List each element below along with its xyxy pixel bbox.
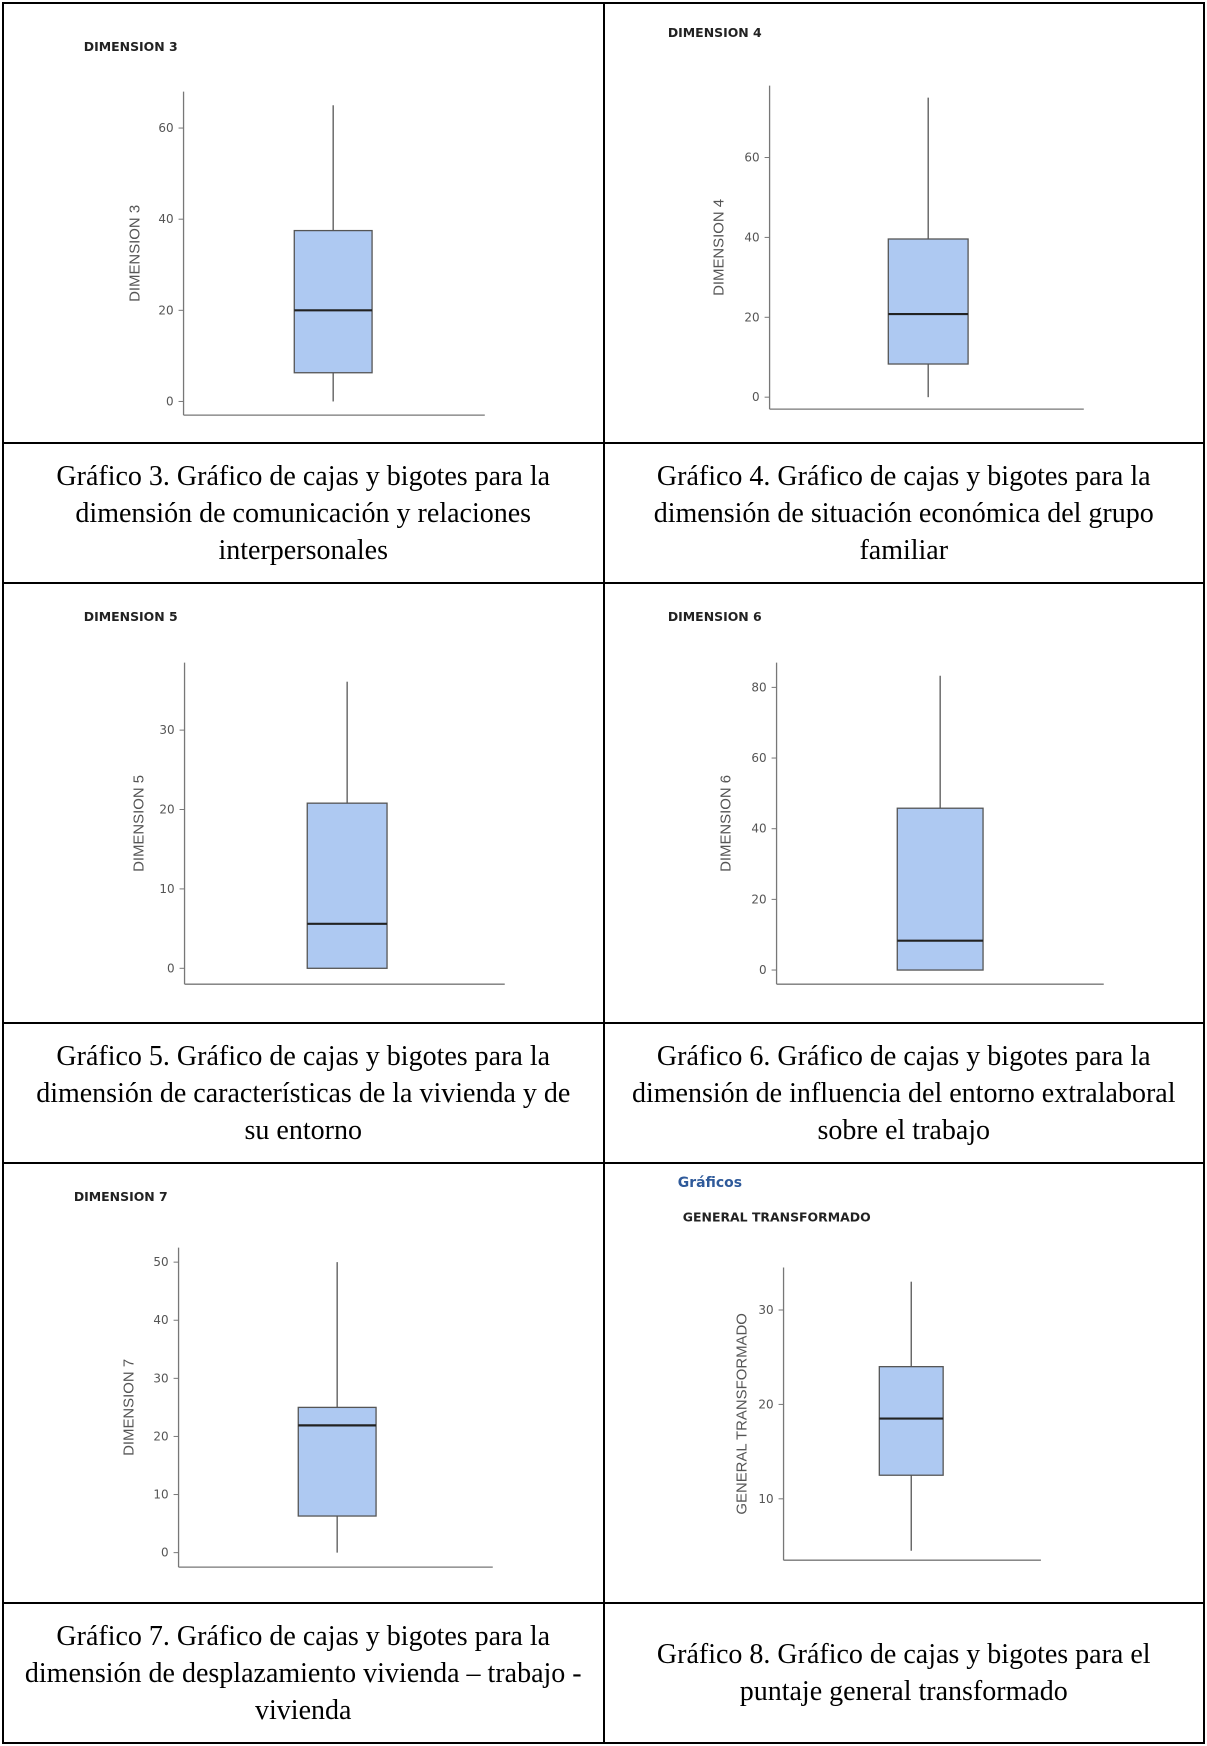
- boxplot-chart: DIMENSION 3 0 20 40 60 DIMENSION 3: [84, 39, 485, 416]
- box-iqr: [887, 238, 969, 365]
- y-axis-title: DIMENSION 6: [717, 775, 734, 872]
- y-axis-title: DIMENSION 5: [131, 775, 148, 872]
- chart-title: DIMENSION 4: [667, 25, 761, 40]
- chart-cell: Gráficos GENERAL TRANSFORMADO 10 20 30 GENERA…: [602, 1162, 1205, 1604]
- box-iqr: [293, 229, 373, 374]
- y-tick-label: 0: [167, 961, 175, 975]
- box-iqr: [297, 1406, 377, 1517]
- chart-cell: DIMENSION 6 0 20 40 60 80 DIMENSION 6: [602, 582, 1205, 1024]
- chart-caption: Gráfico 4. Gráfico de cajas y bigotes pa…: [653, 460, 1154, 566]
- y-tick-label: 0: [166, 394, 174, 408]
- chart-caption: Gráfico 6. Gráfico de cajas y bigotes pa…: [632, 1040, 1176, 1146]
- boxplot-chart: DIMENSION 6 0 20 40 60 80 DIMENSION 6: [667, 609, 1104, 985]
- boxplot-chart: DIMENSION 5 0 10 20 30 DIMENSION 5: [84, 609, 505, 985]
- caption-cell: Gráfico 3. Gráfico de cajas y bigotes pa…: [2, 442, 605, 584]
- y-tick-label: 20: [744, 310, 759, 324]
- y-tick-label: 20: [159, 803, 174, 817]
- y-tick-label: 20: [758, 1397, 773, 1411]
- y-tick-label: 60: [744, 151, 759, 165]
- chart-title: DIMENSION 3: [84, 39, 178, 54]
- y-tick-label: 50: [153, 1255, 168, 1269]
- box-iqr: [878, 1366, 944, 1476]
- caption-cell: Gráfico 4. Gráfico de cajas y bigotes pa…: [602, 442, 1205, 584]
- y-tick-label: 60: [158, 121, 173, 135]
- box-iqr: [306, 802, 388, 969]
- caption-cell: Gráfico 6. Gráfico de cajas y bigotes pa…: [602, 1022, 1205, 1164]
- box-iqr: [896, 807, 984, 971]
- y-axis-title: DIMENSION 3: [127, 205, 144, 302]
- chart-title: GENERAL TRANSFORMADO: [682, 1210, 870, 1225]
- y-axis-title: DIMENSION 4: [710, 199, 727, 296]
- y-tick-label: 80: [751, 680, 766, 694]
- y-tick-label: 10: [758, 1492, 773, 1506]
- chart-cell: DIMENSION 4 0 20 40 60 DIMENSION 4: [602, 2, 1205, 444]
- chart-caption: Gráfico 5. Gráfico de cajas y bigotes pa…: [36, 1040, 571, 1146]
- y-tick-label: 40: [751, 822, 766, 836]
- y-tick-label: 0: [751, 390, 759, 404]
- y-tick-label: 40: [744, 230, 759, 244]
- chart-cell: DIMENSION 7 0 10 20 30 40 50 DIMENSION 7: [2, 1162, 605, 1604]
- y-tick-label: 30: [153, 1371, 168, 1385]
- y-tick-label: 60: [751, 751, 766, 765]
- chart-caption: Gráfico 3. Gráfico de cajas y bigotes pa…: [56, 460, 551, 566]
- y-tick-label: 10: [159, 882, 174, 896]
- caption-cell: Gráfico 7. Gráfico de cajas y bigotes pa…: [2, 1602, 605, 1744]
- section-link: Gráficos: [677, 1175, 741, 1191]
- boxplot-chart: DIMENSION 4 0 20 40 60 DIMENSION 4: [667, 25, 1084, 410]
- chart-title: DIMENSION 5: [84, 609, 178, 624]
- y-tick-label: 30: [159, 723, 174, 737]
- y-tick-label: 20: [751, 892, 766, 906]
- boxplot-chart: Gráficos GENERAL TRANSFORMADO 10 20 30 GENERA…: [677, 1175, 1041, 1561]
- chart-caption: Gráfico 8. Gráfico de cajas y bigotes pa…: [656, 1639, 1151, 1707]
- y-axis-title: DIMENSION 7: [121, 1359, 138, 1456]
- boxplot-chart: DIMENSION 7 0 10 20 30 40 50 DIMENSION 7: [74, 1189, 493, 1568]
- y-tick-label: 40: [153, 1313, 168, 1327]
- y-axis-title: GENERAL TRANSFORMADO: [733, 1313, 750, 1514]
- y-tick-label: 0: [161, 1546, 169, 1560]
- y-tick-label: 20: [153, 1429, 168, 1443]
- chart-title: DIMENSION 7: [74, 1189, 168, 1204]
- caption-cell: Gráfico 5. Gráfico de cajas y bigotes pa…: [2, 1022, 605, 1164]
- caption-cell: Gráfico 8. Gráfico de cajas y bigotes pa…: [602, 1602, 1205, 1744]
- chart-cell: DIMENSION 5 0 10 20 30 DIMENSION 5: [2, 582, 605, 1024]
- chart-caption: Gráfico 7. Gráfico de cajas y bigotes pa…: [24, 1620, 582, 1726]
- y-tick-label: 0: [758, 963, 766, 977]
- y-tick-label: 30: [758, 1303, 773, 1317]
- y-tick-label: 20: [158, 303, 173, 317]
- y-tick-label: 40: [158, 212, 173, 226]
- chart-title: DIMENSION 6: [667, 609, 761, 624]
- y-tick-label: 10: [153, 1488, 168, 1502]
- chart-cell: DIMENSION 3 0 20 40 60 DIMENSION 3: [2, 2, 605, 444]
